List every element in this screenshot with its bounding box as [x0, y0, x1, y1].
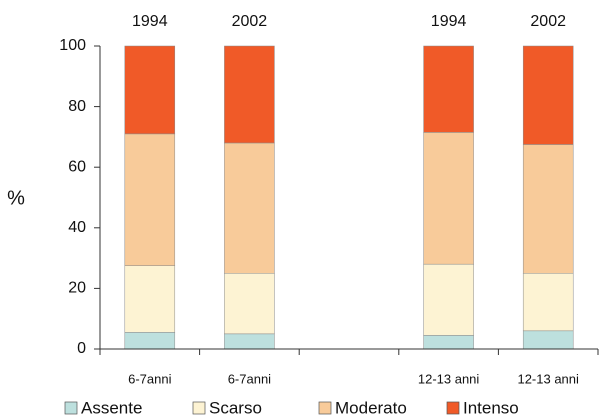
bar-segment	[224, 273, 275, 335]
x-tick-label: 6-7anni	[228, 371, 271, 386]
bar-segment	[522, 330, 574, 350]
bar-segment	[423, 45, 474, 133]
y-tick-label: 80	[68, 98, 86, 115]
year-label: 1994	[132, 13, 168, 30]
x-tick-label: 6-7anni	[128, 371, 171, 386]
bar-segment	[124, 133, 176, 266]
bar-segment	[522, 45, 574, 145]
year-label: 1994	[431, 13, 467, 30]
bar-segment	[423, 132, 474, 265]
legend-swatch	[192, 401, 206, 415]
bar-segment	[423, 335, 474, 350]
bar-segment	[124, 332, 176, 350]
bar-segment	[224, 333, 275, 350]
y-tick-label: 20	[68, 280, 86, 297]
bar-segment	[124, 45, 176, 135]
y-tick-label: 100	[59, 37, 86, 54]
year-label: 2002	[232, 13, 268, 30]
x-tick-label: 12-13 anni	[418, 371, 480, 386]
legend-swatch	[318, 401, 332, 415]
bar-segment	[224, 45, 275, 144]
y-tick-label: 60	[68, 158, 86, 175]
y-axis-label: %	[7, 187, 25, 209]
legend-label: Scarso	[209, 398, 262, 417]
legend-label: Assente	[81, 398, 142, 417]
bar-segment	[522, 273, 574, 332]
y-tick-label: 0	[77, 340, 86, 357]
y-tick-label: 40	[68, 219, 86, 236]
bar-segment	[522, 144, 574, 274]
legend-swatch	[64, 401, 78, 415]
legend-label: Moderato	[335, 398, 407, 417]
bar-segment	[423, 263, 474, 336]
legend-label: Intenso	[463, 398, 519, 417]
year-label: 2002	[530, 13, 566, 30]
bar-segment	[124, 265, 176, 333]
legend-swatch	[446, 401, 460, 415]
x-tick-label: 12-13 anni	[517, 371, 579, 386]
bar-segment	[224, 142, 275, 274]
